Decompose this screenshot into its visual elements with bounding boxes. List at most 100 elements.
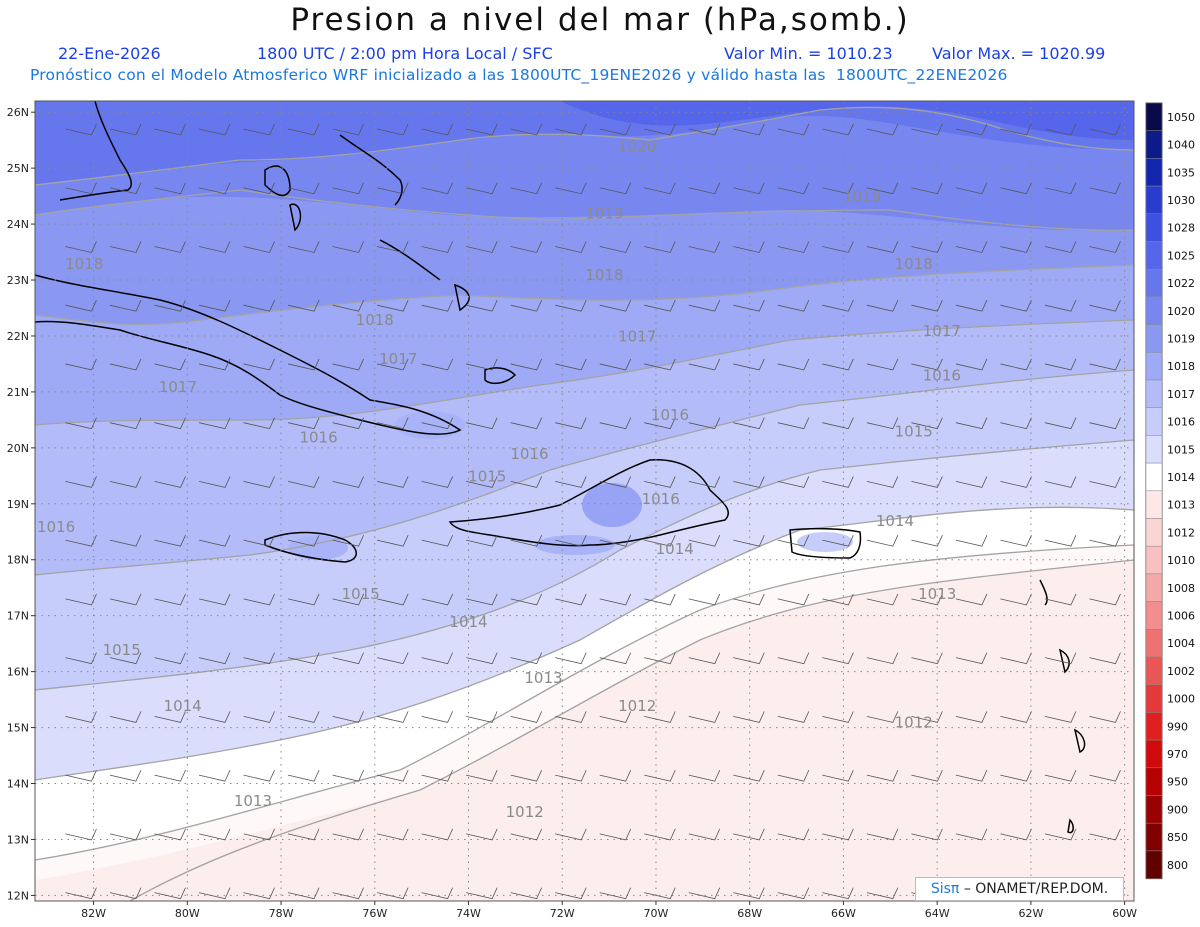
- lat-label: 15N: [7, 722, 29, 735]
- wind-barb: [243, 711, 275, 723]
- wind-barb: [332, 593, 364, 606]
- contour-labels: 1020 1019 1019 1018 1018 1018 1018 1017 1017 1017…: [37, 137, 961, 821]
- lon-label: 64W: [925, 907, 950, 920]
- wind-barb: [599, 358, 632, 371]
- legend-label: 1014: [1167, 471, 1195, 484]
- wind-barb: [1044, 182, 1077, 195]
- wind-barb: [421, 652, 454, 665]
- wind-barb: [688, 534, 721, 547]
- wind-barb: [1044, 828, 1077, 841]
- wind-barb: [911, 534, 943, 547]
- wind-barb: [1089, 652, 1121, 665]
- wind-barb: [955, 241, 988, 253]
- wind-barb: [154, 711, 186, 723]
- wind-barb: [65, 593, 97, 606]
- wind-barb: [332, 358, 364, 371]
- wind-barb: [109, 417, 142, 430]
- wind-barb: [688, 828, 721, 841]
- legend-swatch: [1145, 379, 1163, 408]
- wind-barb: [599, 534, 632, 547]
- contour-label: 1019: [585, 204, 623, 222]
- legend-swatch: [1145, 656, 1163, 685]
- wind-barb: [777, 887, 810, 900]
- wind-barb: [599, 300, 632, 312]
- wind-barb: [109, 652, 142, 665]
- lon-label: 78W: [269, 907, 294, 920]
- legend-swatch: [1145, 518, 1163, 547]
- wind-barb: [733, 652, 765, 665]
- wind-barb: [822, 887, 854, 900]
- wind-barb: [377, 417, 409, 430]
- wind-barb: [644, 534, 676, 547]
- wind-barb: [911, 593, 943, 606]
- max-value: Valor Max. = 1020.99: [932, 44, 1106, 63]
- contour-label: 1020: [618, 137, 656, 155]
- wind-barb: [777, 123, 810, 136]
- legend-label: 1019: [1167, 332, 1195, 345]
- legend-swatch: [1145, 435, 1163, 464]
- wind-barb: [377, 711, 409, 723]
- wind-barb: [911, 652, 943, 665]
- wind-barb: [955, 182, 988, 195]
- wind-barb: [466, 711, 498, 723]
- wind-barb: [198, 476, 231, 488]
- wind-barb: [822, 476, 854, 488]
- contour-label: 1019: [843, 188, 881, 206]
- wind-barb: [822, 711, 854, 723]
- lat-label: 19N: [7, 498, 29, 511]
- wind-barb: [287, 417, 320, 430]
- wind-barb: [377, 593, 409, 606]
- wind-barb: [733, 828, 765, 841]
- legend-swatch: [1145, 850, 1163, 879]
- wind-barb: [510, 769, 543, 782]
- legend-swatch: [1145, 490, 1163, 519]
- contour-label: 1016: [37, 518, 75, 536]
- wind-barb: [109, 534, 142, 547]
- lon-label: 82W: [81, 907, 106, 920]
- wind-barb: [377, 476, 409, 488]
- wind-barb: [466, 593, 498, 606]
- wind-barb: [377, 182, 409, 195]
- wind-barb: [1044, 300, 1077, 312]
- legend-swatch: [1145, 822, 1163, 852]
- wind-barb: [555, 593, 587, 606]
- wind-barb: [644, 417, 676, 430]
- legend-swatch: [1145, 545, 1163, 575]
- legend-label: 1004: [1167, 637, 1195, 650]
- wind-barb: [555, 711, 587, 723]
- florida-coast: [59, 101, 132, 201]
- wind-barb: [555, 123, 587, 136]
- contour-label: 1014: [876, 512, 914, 530]
- wind-barb: [688, 358, 721, 371]
- legend-swatch: [1145, 158, 1163, 187]
- hispaniola-coast: [448, 459, 730, 547]
- legend-label: 1035: [1167, 166, 1195, 179]
- wind-barb: [599, 123, 632, 136]
- wind-barb: [733, 300, 765, 312]
- wind-barb: [866, 769, 899, 782]
- wind-barb: [555, 300, 587, 312]
- legend-swatch: [1145, 241, 1163, 270]
- wind-barb: [866, 182, 899, 195]
- wind-barb: [777, 417, 810, 430]
- wind-barb: [599, 887, 632, 900]
- wind-barb: [555, 417, 587, 430]
- wind-barb: [733, 358, 765, 371]
- contour-label: 1016: [651, 406, 689, 424]
- contour-label: 1018: [356, 311, 394, 329]
- wind-barb: [198, 358, 231, 371]
- wind-barb: [777, 358, 810, 371]
- wind-barb: [822, 534, 854, 547]
- legend-swatch: [1145, 573, 1163, 602]
- wind-barb: [243, 769, 275, 782]
- lat-label: 22N: [7, 330, 29, 343]
- wind-barb: [599, 652, 632, 665]
- wind-barb: [421, 476, 454, 488]
- wind-barb: [287, 241, 320, 253]
- legend-label: 850: [1167, 831, 1188, 844]
- legend-label: 1030: [1167, 194, 1195, 207]
- wind-barb: [777, 300, 810, 312]
- wind-barb: [955, 123, 988, 136]
- wind-barb: [866, 828, 899, 841]
- wind-barb: [733, 887, 765, 900]
